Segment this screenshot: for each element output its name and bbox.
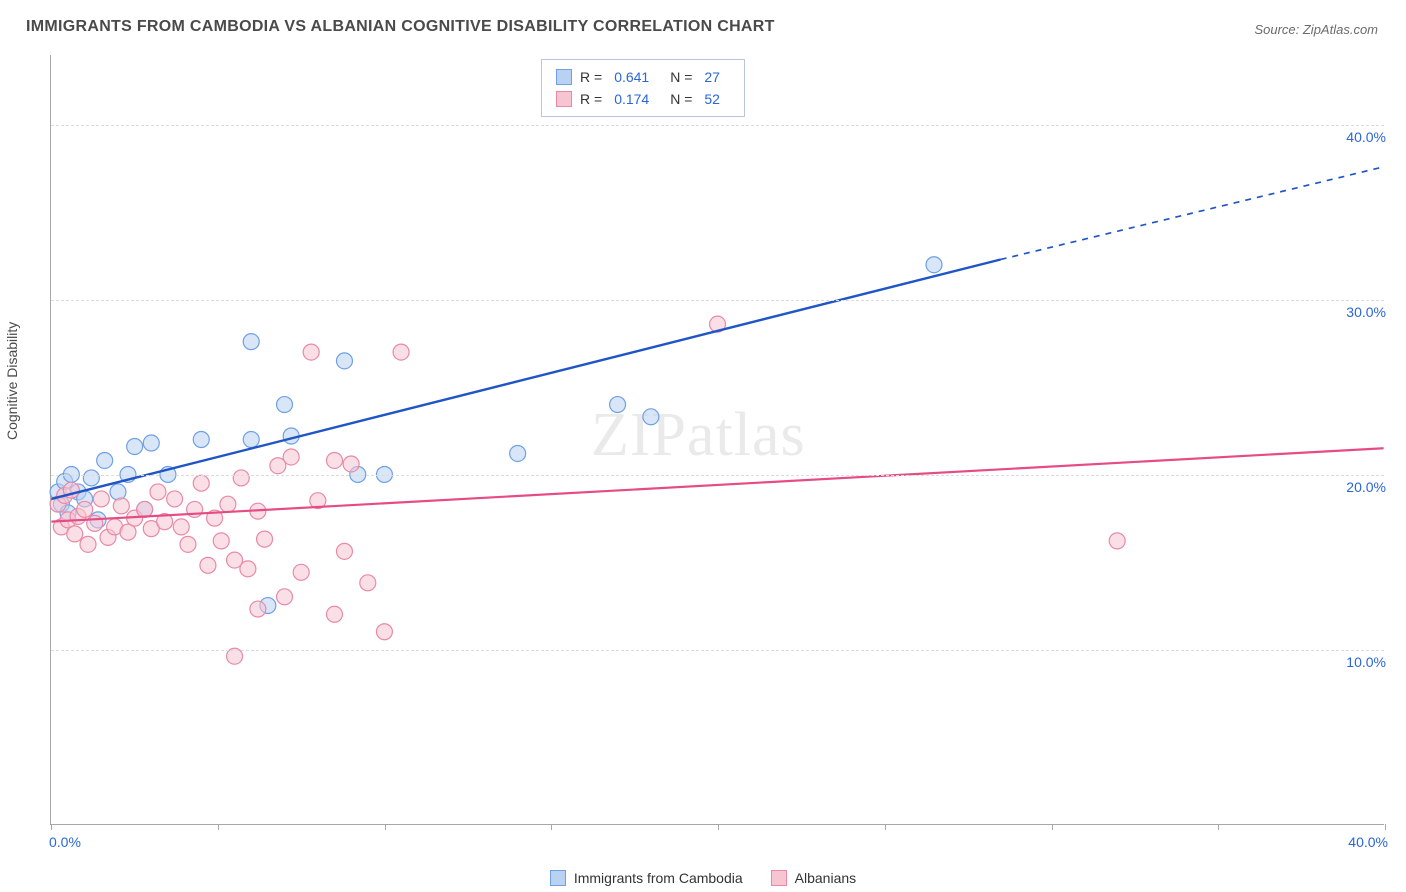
- data-point: [336, 353, 352, 369]
- gridline: [51, 300, 1384, 301]
- x-tick: [718, 824, 719, 830]
- y-tick-label: 20.0%: [1340, 479, 1386, 495]
- n-value: 52: [704, 91, 730, 107]
- gridline: [51, 475, 1384, 476]
- series-legend: Immigrants from Cambodia Albanians: [0, 870, 1406, 886]
- data-point: [1109, 533, 1125, 549]
- data-point: [233, 470, 249, 486]
- data-point: [67, 526, 83, 542]
- data-point: [277, 397, 293, 413]
- scatter-svg: [51, 55, 1384, 824]
- data-point: [510, 445, 526, 461]
- data-point: [77, 501, 93, 517]
- data-point: [257, 531, 273, 547]
- data-point: [250, 601, 266, 617]
- data-point: [326, 606, 342, 622]
- legend-swatch: [550, 870, 566, 886]
- data-point: [143, 435, 159, 451]
- y-tick-label: 40.0%: [1340, 129, 1386, 145]
- r-label: R =: [580, 69, 602, 85]
- stats-legend-row: R = 0.641 N = 27: [556, 66, 730, 88]
- data-point: [200, 557, 216, 573]
- data-point: [293, 564, 309, 580]
- data-point: [926, 257, 942, 273]
- data-point: [97, 452, 113, 468]
- data-point: [643, 409, 659, 425]
- data-point: [303, 344, 319, 360]
- x-axis-max-label: 40.0%: [1348, 834, 1388, 850]
- data-point: [193, 475, 209, 491]
- data-point: [193, 432, 209, 448]
- data-point: [393, 344, 409, 360]
- x-axis-min-label: 0.0%: [49, 834, 81, 850]
- y-axis-label: Cognitive Disability: [4, 322, 20, 440]
- data-point: [240, 561, 256, 577]
- x-tick: [1052, 824, 1053, 830]
- stats-legend-box: R = 0.641 N = 27 R = 0.174 N = 52: [541, 59, 745, 117]
- data-point: [113, 498, 129, 514]
- data-point: [173, 519, 189, 535]
- data-point: [83, 470, 99, 486]
- data-point: [610, 397, 626, 413]
- legend-item: Albanians: [771, 870, 857, 886]
- data-point: [150, 484, 166, 500]
- gridline: [51, 125, 1384, 126]
- legend-item: Immigrants from Cambodia: [550, 870, 743, 886]
- chart-plot-area: ZIPatlas R =0.641N =27R =0.174N =52 10.0…: [50, 55, 1384, 825]
- legend-swatch: [556, 91, 572, 107]
- data-point: [243, 432, 259, 448]
- x-tick: [1218, 824, 1219, 830]
- data-point: [283, 449, 299, 465]
- x-tick: [218, 824, 219, 830]
- data-point: [110, 484, 126, 500]
- data-point: [80, 536, 96, 552]
- x-tick: [551, 824, 552, 830]
- legend-label: Immigrants from Cambodia: [574, 870, 743, 886]
- data-point: [127, 439, 143, 455]
- data-point: [180, 536, 196, 552]
- data-point: [376, 624, 392, 640]
- r-value: 0.174: [614, 91, 662, 107]
- data-point: [137, 501, 153, 517]
- chart-title: IMMIGRANTS FROM CAMBODIA VS ALBANIAN COG…: [26, 18, 775, 36]
- data-point: [93, 491, 109, 507]
- data-point: [336, 543, 352, 559]
- x-tick: [1385, 824, 1386, 830]
- legend-swatch: [556, 69, 572, 85]
- stats-legend-row: R = 0.174 N = 52: [556, 88, 730, 110]
- x-tick: [51, 824, 52, 830]
- x-tick: [885, 824, 886, 830]
- data-point: [167, 491, 183, 507]
- data-point: [343, 456, 359, 472]
- data-point: [326, 452, 342, 468]
- source-attribution: Source: ZipAtlas.com: [1254, 22, 1378, 37]
- n-label: N =: [670, 91, 692, 107]
- n-label: N =: [670, 69, 692, 85]
- data-point: [360, 575, 376, 591]
- data-point: [243, 334, 259, 350]
- r-label: R =: [580, 91, 602, 107]
- r-value: 0.641: [614, 69, 662, 85]
- legend-swatch: [771, 870, 787, 886]
- y-tick-label: 10.0%: [1340, 654, 1386, 670]
- trend-line: [51, 259, 1000, 498]
- legend-label: Albanians: [795, 870, 857, 886]
- trend-line: [51, 448, 1383, 521]
- n-value: 27: [704, 69, 730, 85]
- gridline: [51, 650, 1384, 651]
- data-point: [277, 589, 293, 605]
- data-point: [213, 533, 229, 549]
- data-point: [220, 496, 236, 512]
- trend-line-extrapolated: [1001, 167, 1384, 260]
- x-tick: [385, 824, 386, 830]
- data-point: [87, 515, 103, 531]
- y-tick-label: 30.0%: [1340, 304, 1386, 320]
